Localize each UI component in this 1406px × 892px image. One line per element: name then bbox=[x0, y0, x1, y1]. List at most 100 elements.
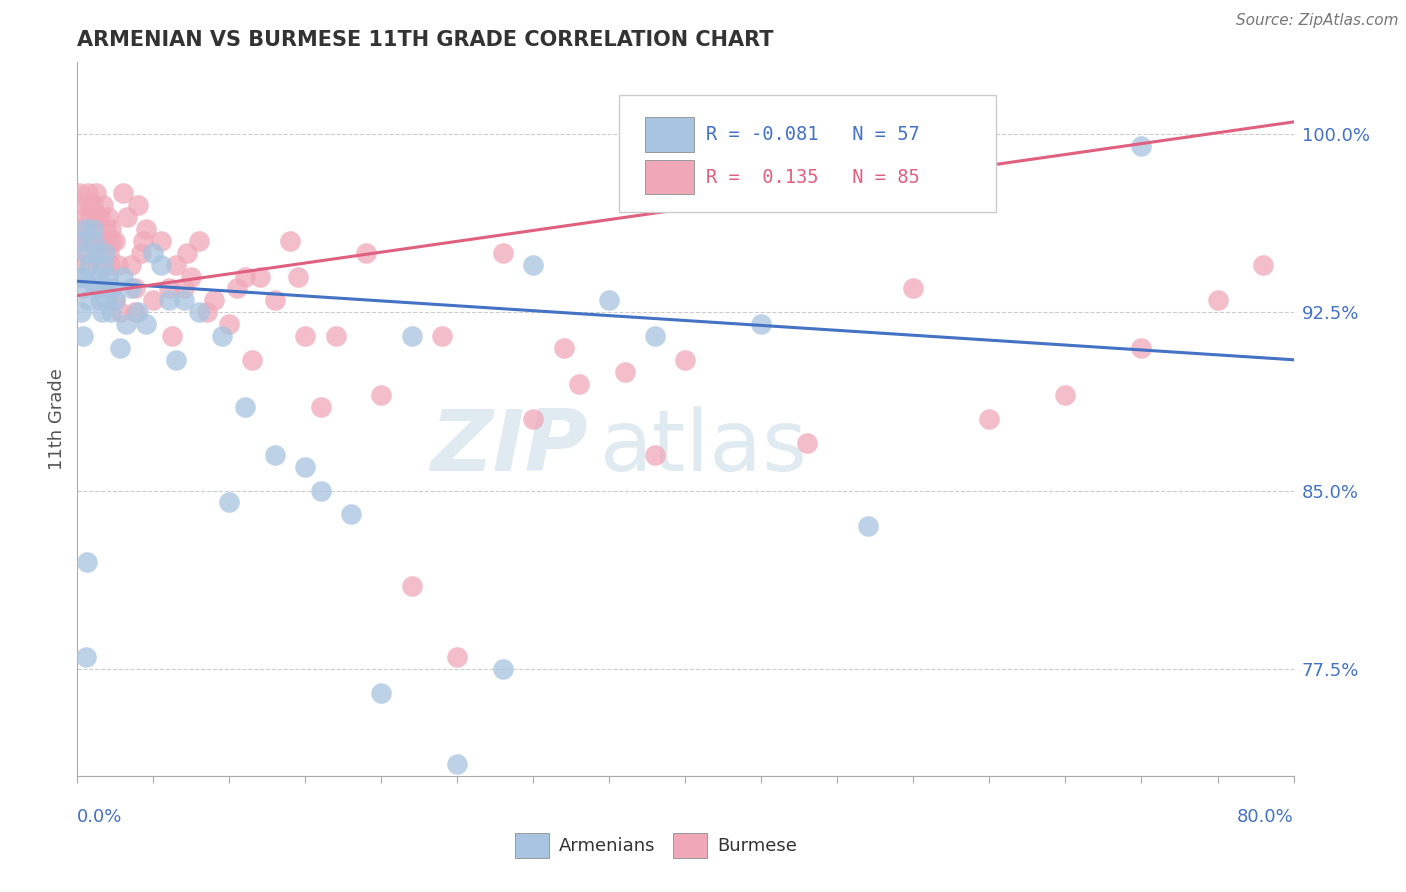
Point bbox=[173, 293, 195, 308]
Point bbox=[149, 258, 172, 272]
Point bbox=[173, 281, 195, 295]
Point bbox=[160, 329, 183, 343]
Point bbox=[131, 234, 153, 248]
Point bbox=[70, 234, 93, 248]
Point bbox=[72, 234, 94, 248]
Point bbox=[67, 186, 90, 201]
Point bbox=[73, 222, 96, 236]
Point bbox=[80, 274, 103, 288]
Point bbox=[446, 757, 468, 772]
Point bbox=[568, 376, 591, 391]
Point bbox=[233, 401, 256, 415]
Point bbox=[104, 293, 127, 308]
Point bbox=[188, 305, 211, 319]
FancyBboxPatch shape bbox=[515, 833, 550, 858]
Point bbox=[107, 258, 129, 272]
Point bbox=[142, 245, 165, 260]
Point bbox=[401, 579, 423, 593]
Text: Source: ZipAtlas.com: Source: ZipAtlas.com bbox=[1236, 13, 1399, 29]
Point bbox=[157, 281, 180, 295]
Point bbox=[117, 210, 139, 224]
Point bbox=[70, 269, 93, 284]
Point bbox=[98, 281, 121, 295]
Point bbox=[1130, 138, 1153, 153]
Point bbox=[370, 388, 392, 402]
Point bbox=[82, 198, 104, 212]
Point bbox=[856, 519, 879, 533]
Text: R =  0.135   N = 85: R = 0.135 N = 85 bbox=[706, 168, 920, 186]
Point bbox=[354, 245, 377, 260]
Point bbox=[77, 186, 100, 201]
Point bbox=[91, 258, 114, 272]
Point bbox=[94, 281, 117, 295]
Point bbox=[188, 234, 211, 248]
Point bbox=[73, 210, 96, 224]
Point bbox=[165, 352, 187, 367]
Point bbox=[80, 234, 103, 248]
Point bbox=[142, 293, 165, 308]
Point bbox=[69, 269, 91, 284]
Text: atlas: atlas bbox=[600, 406, 808, 490]
Point bbox=[325, 329, 347, 343]
Point bbox=[72, 281, 94, 295]
Point bbox=[264, 448, 287, 462]
Point bbox=[135, 317, 157, 331]
Point bbox=[124, 281, 146, 295]
Point bbox=[79, 210, 101, 224]
Point bbox=[249, 269, 271, 284]
Point bbox=[233, 269, 256, 284]
Point bbox=[104, 234, 127, 248]
Point bbox=[522, 412, 544, 426]
Point bbox=[120, 281, 142, 295]
Text: R = -0.081   N = 57: R = -0.081 N = 57 bbox=[706, 125, 920, 144]
Point bbox=[97, 210, 120, 224]
Point bbox=[522, 258, 544, 272]
Point bbox=[1054, 388, 1077, 402]
FancyBboxPatch shape bbox=[673, 833, 707, 858]
Point bbox=[492, 245, 515, 260]
Point bbox=[79, 258, 101, 272]
Text: Burmese: Burmese bbox=[717, 837, 797, 855]
Point bbox=[86, 281, 108, 295]
Point bbox=[72, 198, 94, 212]
Point bbox=[129, 245, 152, 260]
Point bbox=[218, 495, 240, 509]
Point bbox=[492, 662, 515, 676]
Point bbox=[115, 317, 138, 331]
Y-axis label: 11th Grade: 11th Grade bbox=[48, 368, 66, 470]
Point bbox=[108, 305, 131, 319]
Point bbox=[613, 365, 636, 379]
Point bbox=[98, 258, 121, 272]
Point bbox=[218, 317, 240, 331]
Point bbox=[430, 329, 453, 343]
Point bbox=[1206, 293, 1229, 308]
Point bbox=[120, 258, 142, 272]
Point bbox=[294, 329, 316, 343]
Point bbox=[309, 401, 332, 415]
Point bbox=[202, 293, 225, 308]
Point bbox=[77, 293, 100, 308]
Point bbox=[127, 305, 149, 319]
Point bbox=[83, 234, 105, 248]
Point bbox=[89, 210, 111, 224]
Point bbox=[72, 329, 94, 343]
Point bbox=[675, 352, 697, 367]
Point bbox=[278, 234, 301, 248]
Point bbox=[309, 483, 332, 498]
Point bbox=[127, 198, 149, 212]
Point bbox=[176, 245, 198, 260]
Point bbox=[75, 258, 97, 272]
FancyBboxPatch shape bbox=[619, 95, 995, 212]
Point bbox=[87, 234, 110, 248]
Point bbox=[101, 281, 124, 295]
Text: 0.0%: 0.0% bbox=[77, 808, 122, 826]
Point bbox=[165, 258, 187, 272]
Point bbox=[69, 222, 91, 236]
Text: ZIP: ZIP bbox=[430, 406, 588, 490]
Point bbox=[124, 305, 146, 319]
Point bbox=[90, 245, 112, 260]
Point bbox=[195, 305, 218, 319]
Point bbox=[69, 222, 91, 236]
Point bbox=[264, 293, 287, 308]
Point bbox=[90, 258, 112, 272]
